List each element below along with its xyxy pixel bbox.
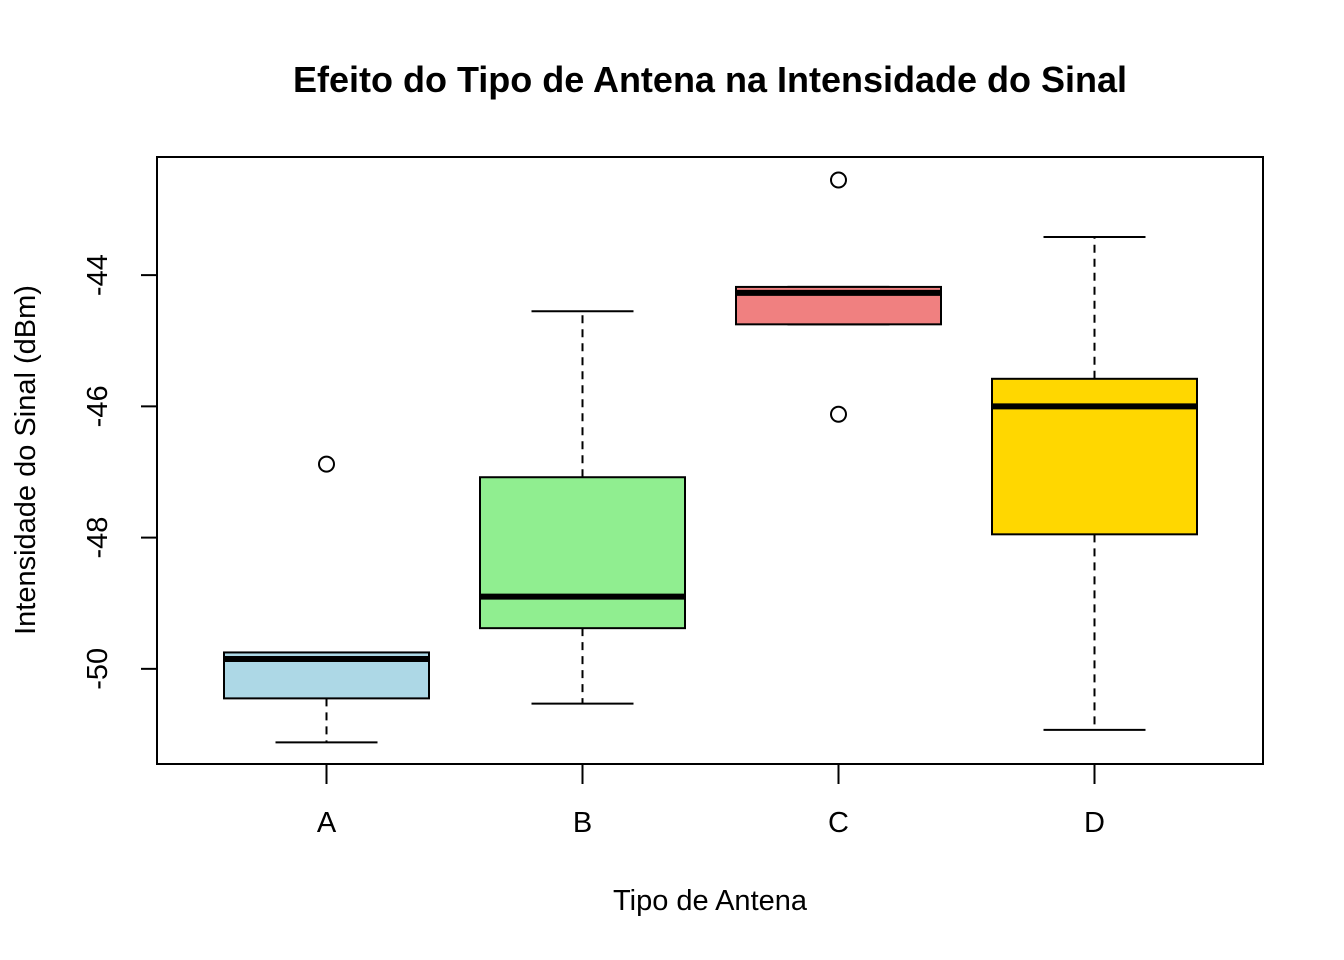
- y-tick-label: -46: [82, 385, 114, 427]
- x-axis-label: Tipo de Antena: [613, 885, 808, 917]
- x-axis: A B C D: [317, 763, 1105, 839]
- y-axis: -50 -48 -46 -44: [82, 254, 158, 690]
- boxes-layer: [223, 171, 1198, 744]
- y-tick-label: -48: [82, 517, 114, 559]
- iqr-box: [479, 476, 686, 630]
- outlier-point: [830, 405, 847, 423]
- y-tick-label: -50: [82, 648, 114, 690]
- box-d: [991, 236, 1198, 731]
- x-tick-label: D: [1084, 807, 1105, 839]
- box-c: [735, 171, 942, 423]
- chart-title: Efeito do Tipo de Antena na Intensidade …: [293, 59, 1127, 100]
- box-a: [223, 455, 430, 744]
- x-tick-label: C: [828, 807, 849, 839]
- y-axis-label: Intensidade do Sinal (dBm): [10, 285, 42, 635]
- iqr-box: [991, 377, 1198, 536]
- outlier-point: [318, 455, 335, 473]
- x-tick-label: B: [573, 807, 592, 839]
- y-tick-label: -44: [82, 254, 114, 296]
- box-b: [479, 310, 686, 705]
- x-tick-label: A: [317, 807, 337, 839]
- outlier-point: [830, 171, 847, 189]
